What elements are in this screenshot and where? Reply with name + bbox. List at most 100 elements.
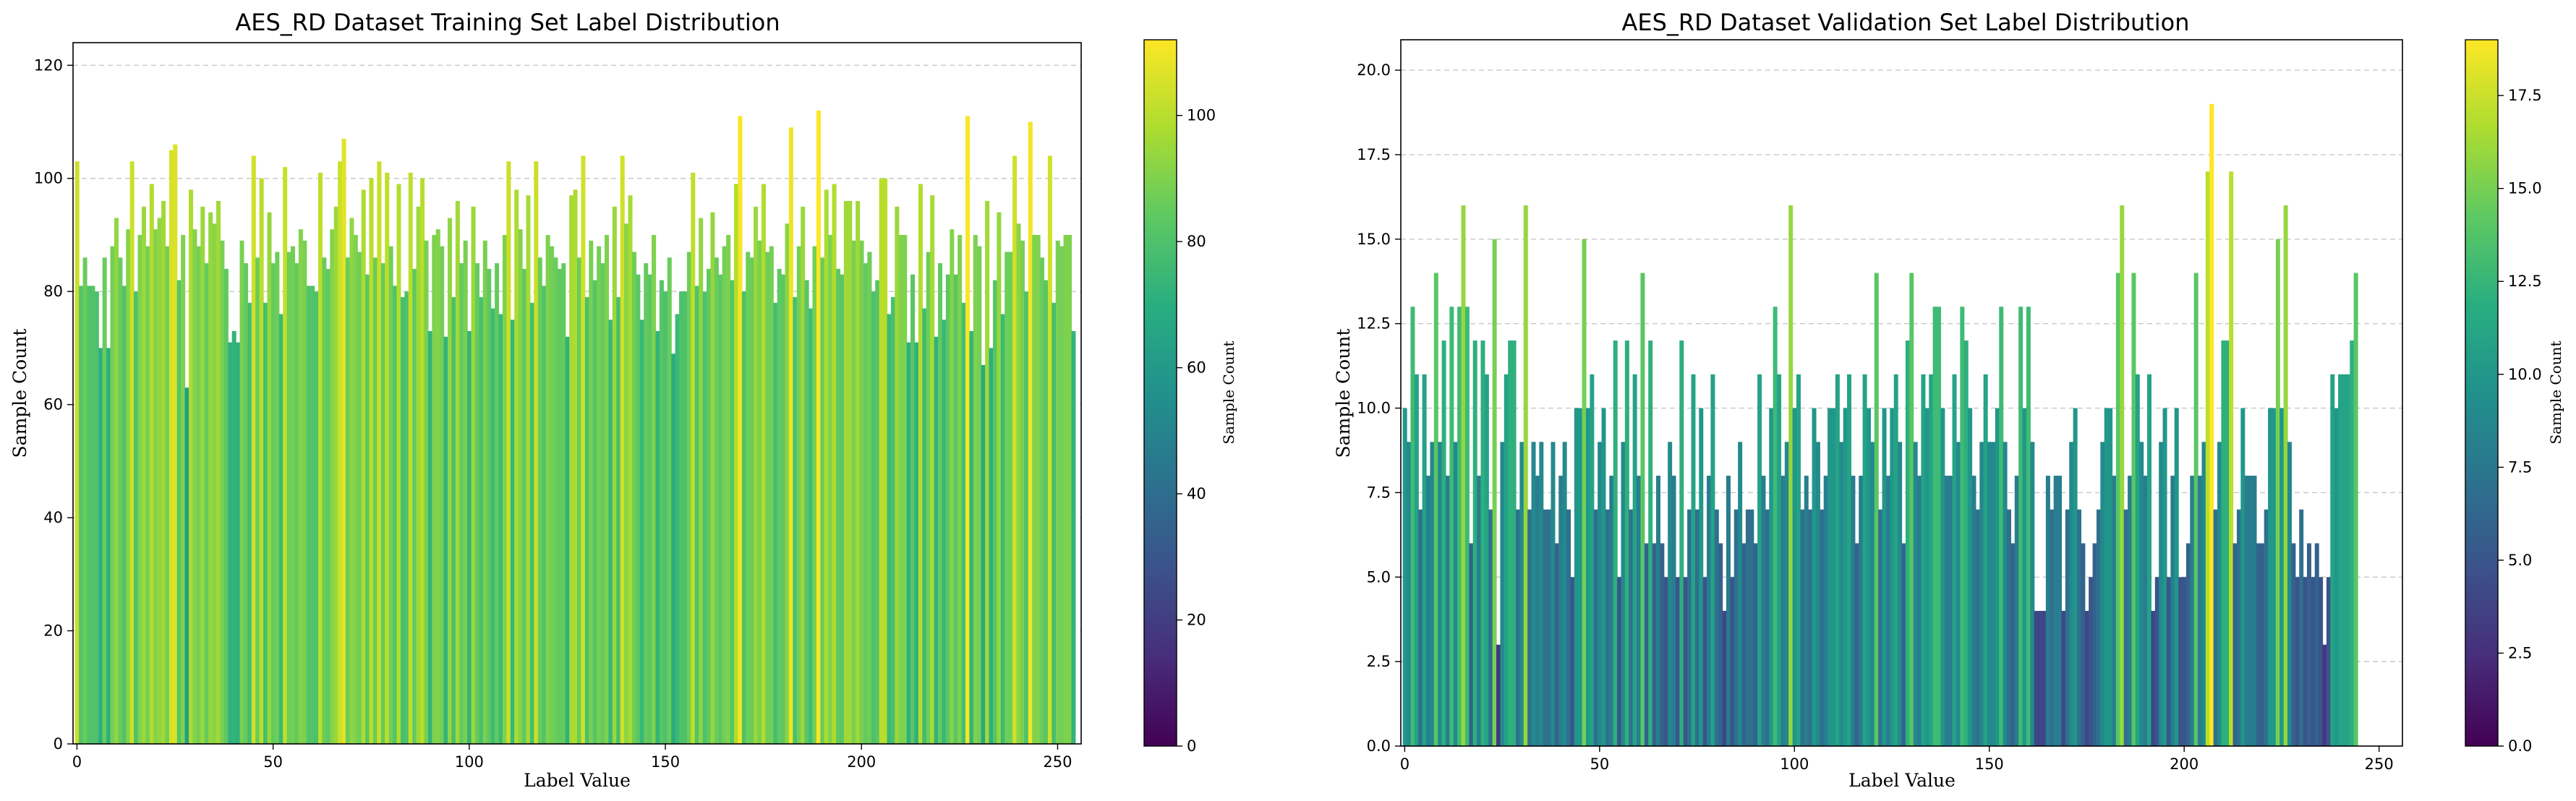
bar — [898, 234, 903, 745]
bar — [757, 240, 762, 744]
bar — [2010, 543, 2016, 746]
bar — [1784, 442, 1789, 746]
bar — [529, 302, 534, 745]
bar — [1558, 476, 1564, 746]
bar — [628, 195, 633, 745]
bar — [671, 354, 676, 744]
bar — [463, 240, 468, 744]
y-tick-label: 17.5 — [1357, 146, 1391, 163]
bar — [2225, 340, 2230, 746]
bar — [577, 257, 582, 744]
y-tick-label: 2.5 — [1367, 653, 1391, 670]
training-chart: AES_RD Dataset Training Set Label Distri… — [9, 9, 1237, 791]
bar — [184, 387, 189, 744]
bar — [624, 223, 629, 744]
bar — [1851, 476, 1856, 746]
y-tick-label: 100 — [34, 170, 63, 187]
bar — [294, 263, 299, 745]
bar — [691, 172, 696, 745]
bar — [981, 364, 986, 744]
bar — [1605, 509, 1610, 746]
bar — [1613, 340, 1618, 746]
bar — [584, 297, 589, 744]
bar — [616, 297, 621, 744]
bar — [1956, 442, 1961, 746]
bar — [2100, 442, 2105, 746]
bar — [950, 229, 955, 744]
bar — [1508, 340, 1513, 746]
bar — [393, 286, 398, 744]
bar — [220, 240, 225, 744]
bar — [1617, 577, 1622, 746]
bar — [2022, 408, 2027, 746]
bar — [938, 263, 943, 745]
bar — [223, 268, 229, 744]
bar — [2342, 374, 2347, 746]
bar — [1632, 374, 1637, 746]
bar — [412, 268, 417, 744]
validation-colorbar-ticks: 0.0 2.5 5.0 7.5 10.0 12.5 15.0 17.5 — [2498, 87, 2542, 755]
x-tick-label: 100 — [455, 753, 484, 771]
bar — [903, 234, 908, 745]
bar — [2151, 611, 2156, 746]
bar — [474, 263, 479, 745]
bar — [683, 291, 688, 744]
x-tick-label: 250 — [2365, 755, 2394, 773]
bar — [79, 286, 84, 744]
bar — [997, 212, 1002, 744]
bar — [2166, 577, 2171, 746]
bar — [443, 336, 448, 744]
bar — [2260, 543, 2265, 746]
bar — [1780, 476, 1786, 746]
bar — [349, 218, 354, 744]
bar — [835, 268, 841, 744]
y-tick-label: 20.0 — [1357, 61, 1391, 79]
bar — [98, 348, 103, 744]
bar — [2229, 171, 2234, 746]
bar — [173, 144, 178, 744]
bar — [1531, 442, 1536, 746]
bar — [597, 246, 602, 744]
bar — [910, 274, 916, 745]
bar — [777, 268, 782, 744]
bar — [2291, 543, 2296, 746]
bar — [1593, 509, 1598, 746]
bar — [1515, 509, 1520, 746]
bar — [1718, 543, 1723, 746]
bar — [1660, 543, 1665, 746]
bar — [427, 330, 432, 744]
bar — [1640, 273, 1645, 746]
colorbar-tick-label: 40 — [1187, 485, 1206, 502]
bar — [1944, 476, 1949, 746]
colorbar-tick-label: 10.0 — [2508, 366, 2542, 383]
bar — [208, 212, 213, 744]
bar — [553, 257, 558, 744]
bar — [600, 263, 605, 745]
bar — [992, 280, 997, 744]
bar — [239, 240, 244, 744]
bar — [1032, 234, 1037, 745]
bar — [310, 286, 315, 744]
bar — [922, 308, 927, 744]
bar — [773, 302, 778, 745]
bar — [1773, 307, 1778, 746]
bar — [534, 161, 539, 744]
bar — [1730, 577, 1735, 746]
validation-x-ticks: 0 50 100 150 200 250 — [1400, 746, 2394, 773]
bar — [141, 206, 146, 745]
bar — [1464, 307, 1470, 746]
bar — [487, 268, 492, 744]
x-tick-label: 250 — [1043, 753, 1072, 771]
training-plot-frame — [72, 42, 1082, 745]
bar — [1609, 476, 1614, 746]
bar — [1028, 121, 1033, 744]
bar — [1453, 442, 1458, 746]
bar — [2236, 509, 2241, 746]
bar — [1745, 509, 1750, 746]
bar — [2096, 509, 2101, 746]
colorbar-tick-label: 0.0 — [2508, 737, 2532, 755]
bar — [1005, 252, 1010, 744]
validation-x-axis-label: Label Value — [1848, 770, 1956, 791]
bar — [820, 257, 825, 744]
bar — [1601, 408, 1606, 746]
